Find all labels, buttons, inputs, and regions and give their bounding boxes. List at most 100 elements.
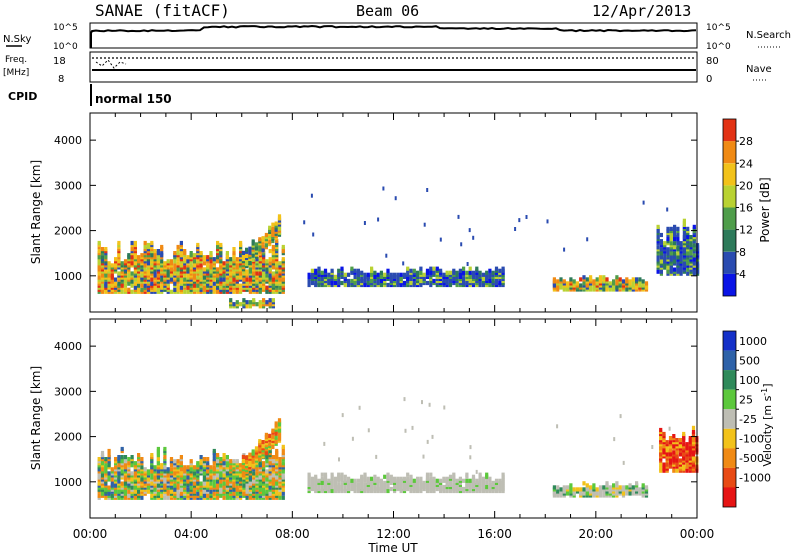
power-colorbar-tick-label: 20 [739, 179, 753, 192]
echo-cell [202, 471, 206, 476]
echo-cell [429, 472, 433, 477]
echo-cell [686, 239, 690, 244]
echo-cell [314, 474, 318, 479]
echo-cell [209, 489, 213, 494]
echo-cell [612, 483, 616, 488]
echo-cell [592, 483, 596, 488]
echo-cell [229, 298, 233, 303]
echo-cell [656, 269, 660, 274]
echo-cell [666, 265, 670, 270]
echo-cell [347, 272, 351, 277]
echo-cell [602, 275, 606, 280]
echo-cell [475, 266, 479, 271]
echo-cell [310, 272, 314, 277]
echo-cell [206, 255, 210, 260]
power-y-axis: 1000 2000 3000 4000 [54, 134, 697, 283]
echo-cell [251, 251, 255, 256]
echo-cell [562, 485, 566, 490]
echo-cell [173, 267, 177, 272]
echo-cell [271, 455, 275, 460]
echo-cell [575, 281, 580, 286]
echo-cell [676, 232, 680, 238]
echo-cell [268, 448, 272, 454]
echo-cell [130, 485, 134, 490]
echo-cell [452, 482, 456, 487]
power-colorbar-tick-label: 12 [739, 224, 753, 237]
echo-cell [422, 272, 426, 277]
echo-cell [666, 237, 670, 242]
echo-cell [275, 238, 279, 243]
echo-cell [179, 240, 183, 246]
echo-cell [123, 279, 128, 284]
echo-cell [468, 270, 472, 275]
echo-cell [146, 477, 151, 482]
echo-cell [498, 478, 502, 483]
echo-cell [644, 281, 649, 286]
echo-cell-sparse [377, 217, 380, 222]
echo-cell [225, 253, 229, 258]
echo-cell [281, 244, 285, 250]
echo-cell-sparse [404, 428, 407, 433]
echo-cell [212, 457, 216, 462]
echo-cell [445, 270, 449, 275]
echo-cell [156, 446, 160, 452]
echo-cell [160, 493, 164, 498]
echo-cell [130, 247, 134, 252]
echo-cell [222, 473, 226, 478]
echo-cell [598, 485, 603, 490]
velocity-colorbar-tick-label: -1000 [739, 472, 771, 485]
echo-cell [679, 265, 683, 270]
power-colorbar-swatch [723, 207, 736, 230]
echo-cell [123, 459, 128, 464]
echo-cell [491, 278, 495, 284]
echo-cell [347, 476, 351, 481]
echo-cell [160, 463, 164, 468]
echo-cell [350, 478, 354, 483]
echo-cell [199, 491, 203, 496]
echo-cell [255, 493, 259, 498]
echo-cell-sparse [422, 454, 425, 459]
echo-cell [156, 491, 160, 496]
echo-cell [219, 277, 223, 282]
echo-cell [669, 235, 673, 240]
echo-cell [618, 277, 622, 282]
echo-cell [239, 287, 243, 292]
echo-cell [656, 235, 660, 240]
echo-cell [117, 240, 121, 246]
echo-cell [638, 487, 642, 492]
echo-cell [402, 280, 407, 286]
velocity-colorbar-swatch [723, 370, 736, 390]
echo-cell [173, 483, 177, 488]
echo-cell [468, 478, 472, 483]
echo-cell [100, 255, 105, 260]
echo-cell [691, 429, 696, 435]
echo-cell [416, 476, 420, 481]
echo-cell [598, 275, 603, 280]
echo-cell [192, 253, 197, 258]
echo-cell [264, 432, 268, 437]
echo-cell [494, 278, 499, 284]
echo-cell [608, 281, 612, 286]
echo-cell [556, 279, 560, 284]
echo-cell [595, 277, 599, 282]
echo-cell [219, 457, 223, 462]
echo-cell [199, 263, 203, 268]
echo-cell [393, 272, 397, 277]
echo-cell [314, 280, 318, 286]
echo-cell [166, 467, 170, 472]
velocity-colorbar-label: Velocity [m s-1] [760, 383, 774, 466]
echo-cell [612, 279, 616, 284]
echo-cell [176, 253, 180, 258]
echo-cell [491, 270, 495, 275]
echo-cell [271, 244, 275, 250]
echo-cell [107, 471, 111, 476]
echo-cell [638, 281, 642, 286]
echo-cell [376, 272, 380, 277]
power-colorbar-swatch [723, 141, 736, 164]
echo-cell [589, 485, 593, 490]
echo-cell-sparse [431, 434, 434, 439]
echo-cell [156, 257, 160, 262]
echo-cell-sparse [303, 220, 306, 225]
nave-tick-bottom: 0 [706, 74, 712, 85]
echo-cell [110, 263, 114, 268]
